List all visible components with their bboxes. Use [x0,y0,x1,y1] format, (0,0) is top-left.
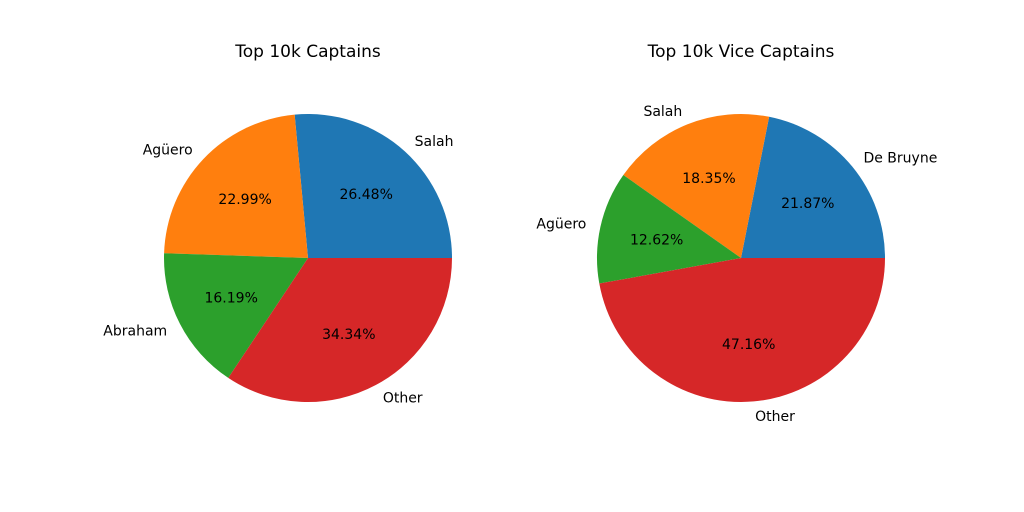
chart-title: Top 10k Vice Captains [647,42,835,62]
pie-chart-captains: 26.48% Salah 22.99% Agüero 16.19% Abraham 34.3… [103,42,453,407]
chart-title: Top 10k Captains [234,42,381,62]
slice-category-label: Agüero [536,217,586,233]
slice-category-label: Abraham [103,323,167,339]
slice-percent-label: 22.99% [218,192,271,208]
pie-slice-ag-ero [597,174,741,284]
slice-category-label: Other [755,409,795,425]
pie-slice-salah [294,113,452,258]
pie-slice-abraham [164,253,308,378]
slice-percent-label: 34.34% [322,327,375,343]
slice-category-label: De Bruyne [863,151,937,167]
pie-slice-ag-ero [164,114,308,259]
slice-category-label: Salah [415,134,454,150]
slice-percent-label: 21.87% [781,196,834,212]
slice-percent-label: 18.35% [682,171,735,187]
pie-chart-vice-captains: 21.87% De Bruyne 18.35% Salah 12.62% Agüero 47… [536,42,937,425]
slice-category-label: Other [383,391,423,407]
slice-category-label: Agüero [143,142,193,158]
slice-percent-label: 12.62% [630,232,683,248]
slice-category-label: Salah [643,104,682,120]
pie-slice-salah [623,114,770,259]
pie-slice-other [599,258,885,402]
pie-slice-other [228,258,452,403]
slice-percent-label: 47.16% [722,337,775,353]
pie-slice-de-bruyne [741,116,885,258]
slice-percent-label: 26.48% [339,187,392,203]
slice-percent-label: 16.19% [204,291,257,307]
